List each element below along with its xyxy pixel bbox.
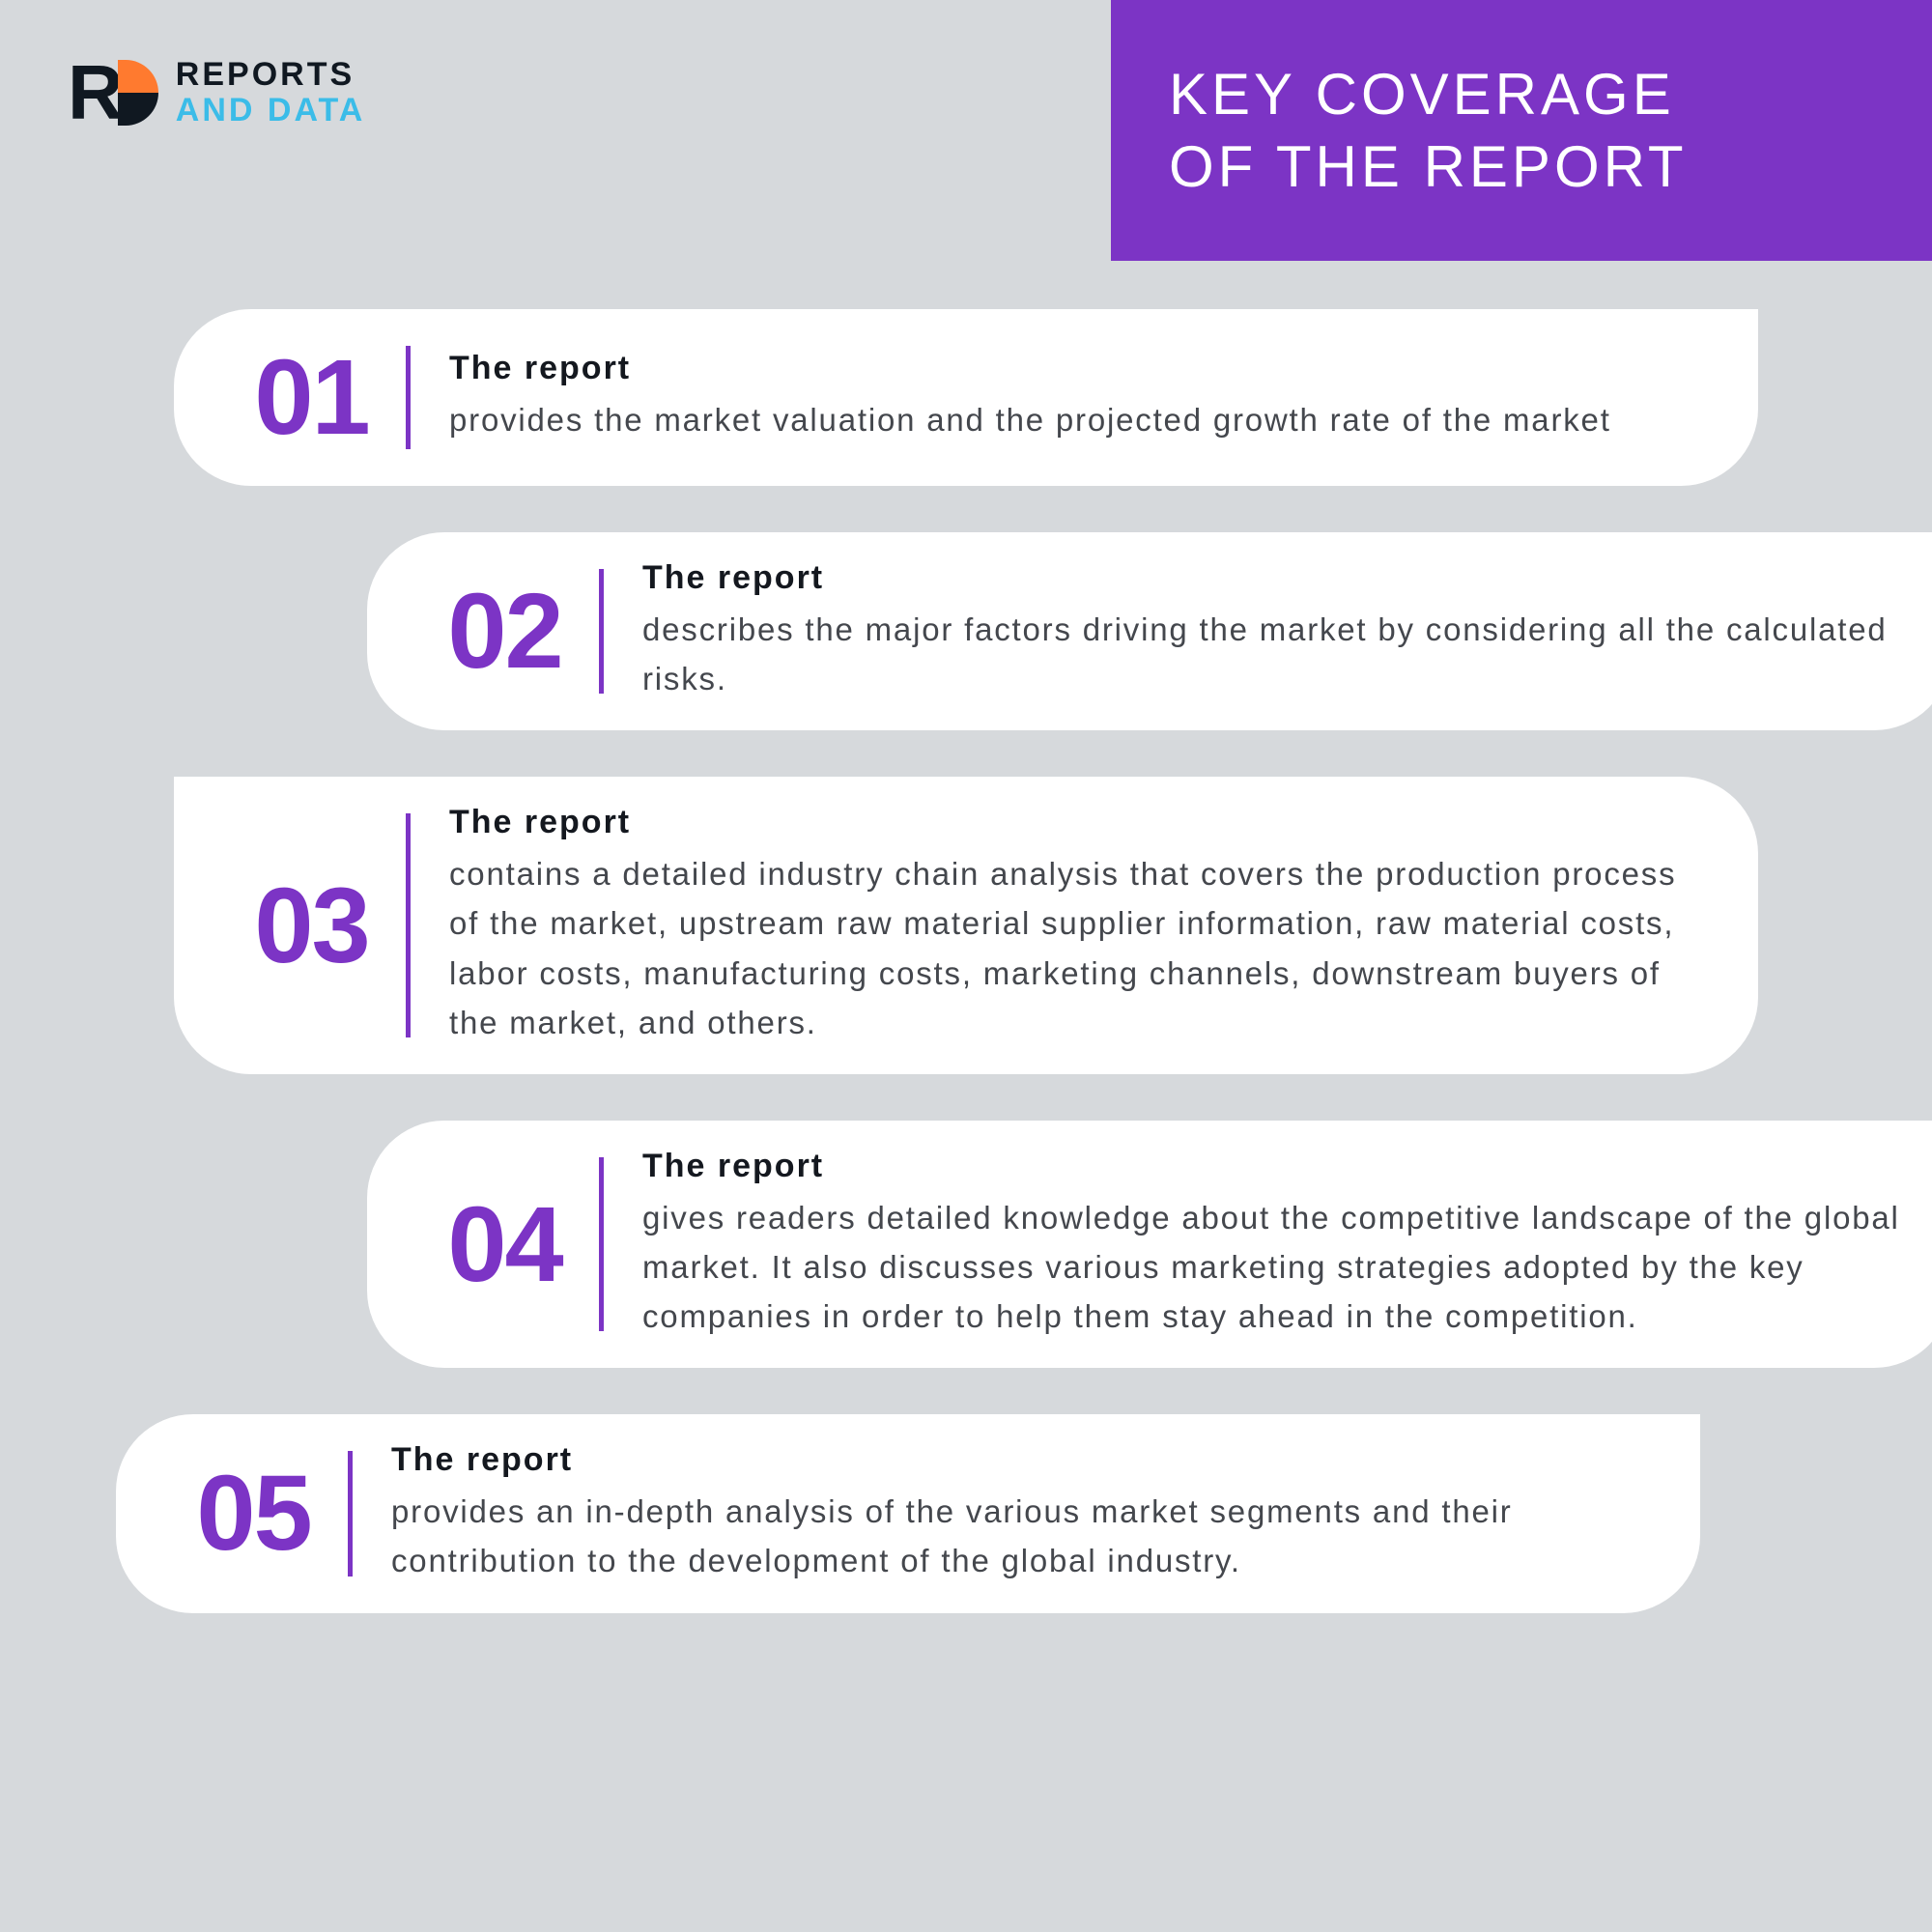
item-title: The report bbox=[642, 559, 1908, 597]
coverage-item-05: 05 The report provides an in-depth analy… bbox=[116, 1414, 1700, 1612]
coverage-item-01: 01 The report provides the market valuat… bbox=[174, 309, 1758, 486]
item-number: 04 bbox=[411, 1183, 599, 1306]
item-content: The report provides the market valuation… bbox=[411, 350, 1715, 444]
header-line2: OF THE REPORT bbox=[1169, 130, 1874, 203]
item-content: The report contains a detailed industry … bbox=[411, 804, 1715, 1047]
item-number: 01 bbox=[217, 336, 406, 459]
item-desc: provides the market valuation and the pr… bbox=[449, 395, 1715, 444]
item-desc: contains a detailed industry chain analy… bbox=[449, 849, 1715, 1047]
item-title: The report bbox=[449, 804, 1715, 841]
logo-mark: R bbox=[68, 48, 158, 137]
header-line1: KEY COVERAGE bbox=[1169, 58, 1874, 130]
coverage-item-03: 03 The report contains a detailed indust… bbox=[174, 777, 1758, 1074]
logo-text: REPORTS AND DATA bbox=[176, 57, 366, 129]
item-content: The report describes the major factors d… bbox=[604, 559, 1908, 703]
coverage-item-02: 02 The report describes the major factor… bbox=[367, 532, 1932, 730]
item-content: The report provides an in-depth analysis… bbox=[353, 1441, 1657, 1585]
logo-text-line1: REPORTS bbox=[176, 57, 366, 93]
item-desc: gives readers detailed knowledge about t… bbox=[642, 1193, 1908, 1341]
items-container: 01 The report provides the market valuat… bbox=[0, 309, 1932, 1660]
logo-d-icon bbox=[118, 54, 158, 131]
item-desc: provides an in-depth analysis of the var… bbox=[391, 1487, 1657, 1585]
item-content: The report gives readers detailed knowle… bbox=[604, 1148, 1908, 1341]
logo-r-letter: R bbox=[68, 48, 120, 137]
item-title: The report bbox=[391, 1441, 1657, 1479]
item-title: The report bbox=[449, 350, 1715, 387]
header-banner: KEY COVERAGE OF THE REPORT bbox=[1111, 0, 1932, 261]
logo: R REPORTS AND DATA bbox=[68, 48, 365, 137]
item-number: 05 bbox=[159, 1452, 348, 1575]
item-number: 02 bbox=[411, 570, 599, 693]
item-title: The report bbox=[642, 1148, 1908, 1185]
item-desc: describes the major factors driving the … bbox=[642, 605, 1908, 703]
logo-text-line2: AND DATA bbox=[176, 93, 366, 128]
coverage-item-04: 04 The report gives readers detailed kno… bbox=[367, 1121, 1932, 1368]
item-number: 03 bbox=[217, 865, 406, 987]
